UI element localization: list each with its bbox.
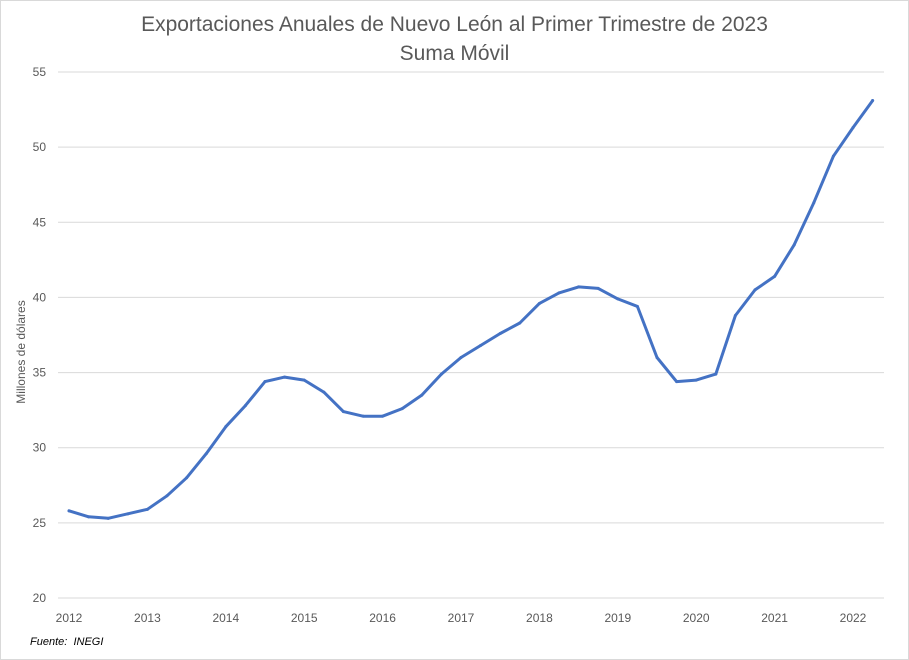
data-point — [243, 404, 247, 408]
data-point — [400, 407, 404, 411]
x-tick-label: 2016 — [369, 611, 396, 625]
chart-title-line1: Exportaciones Anuales de Nuevo León al P… — [141, 13, 768, 36]
source-value: INEGI — [73, 636, 104, 648]
data-point — [831, 154, 835, 158]
data-point — [106, 516, 110, 520]
chart-title: Exportaciones Anuales de Nuevo León al P… — [0, 10, 909, 68]
series-line-0 — [67, 99, 875, 520]
x-tick-label: 2012 — [56, 611, 83, 625]
data-point — [694, 378, 698, 382]
data-point — [145, 507, 149, 511]
data-point — [792, 243, 796, 247]
x-tick-label: 2020 — [683, 611, 710, 625]
x-tick-label: 2022 — [840, 611, 867, 625]
y-axis-ticks: 20 25 30 35 40 45 50 55 — [33, 65, 47, 605]
data-point — [596, 286, 600, 290]
series-layer — [67, 99, 875, 520]
x-tick-label: 2021 — [761, 611, 788, 625]
data-point — [498, 331, 502, 335]
data-point — [361, 414, 365, 418]
y-tick-label: 20 — [33, 591, 47, 605]
data-point — [479, 344, 483, 348]
data-point — [302, 378, 306, 382]
data-point — [185, 476, 189, 480]
data-point — [204, 452, 208, 456]
data-point — [283, 375, 287, 379]
y-axis-label: Millones de dólares — [14, 300, 28, 403]
x-tick-label: 2018 — [526, 611, 553, 625]
data-point — [87, 515, 91, 519]
data-point — [675, 380, 679, 384]
x-tick-label: 2017 — [448, 611, 475, 625]
data-point — [126, 512, 130, 516]
y-tick-label: 25 — [33, 516, 47, 530]
source-label: Fuente: — [30, 636, 68, 648]
y-tick-label: 40 — [33, 290, 47, 304]
data-point — [224, 425, 228, 429]
data-point — [714, 372, 718, 376]
data-point — [165, 494, 169, 498]
gridlines — [58, 71, 884, 599]
chart-subtitle: Suma Móvil — [399, 42, 510, 65]
y-tick-label: 50 — [33, 140, 47, 154]
data-point — [733, 313, 737, 317]
data-point — [851, 126, 855, 130]
data-point — [635, 304, 639, 308]
data-point — [322, 390, 326, 394]
data-point — [439, 372, 443, 376]
x-tick-label: 2019 — [604, 611, 631, 625]
data-point — [381, 414, 385, 418]
data-point — [871, 99, 875, 103]
data-point — [67, 509, 71, 513]
data-point — [459, 356, 463, 360]
data-point — [753, 288, 757, 292]
x-tick-label: 2015 — [291, 611, 318, 625]
x-tick-label: 2013 — [134, 611, 161, 625]
y-tick-label: 45 — [33, 215, 47, 229]
data-point — [616, 297, 620, 301]
x-tick-label: 2014 — [212, 611, 239, 625]
data-point — [420, 393, 424, 397]
data-point — [655, 356, 659, 360]
data-point — [537, 301, 541, 305]
x-axis-ticks: 2012 2013 2014 2015 2016 2017 2018 2019 2020 2021… — [56, 611, 867, 625]
y-tick-label: 30 — [33, 441, 47, 455]
data-point — [263, 380, 267, 384]
data-point — [557, 291, 561, 295]
data-point — [518, 321, 522, 325]
y-tick-label: 55 — [33, 65, 47, 79]
y-tick-label: 35 — [33, 366, 47, 380]
data-point — [341, 410, 345, 414]
data-point — [812, 201, 816, 205]
data-point — [577, 285, 581, 289]
data-point — [773, 274, 777, 278]
source-note: Fuente: INEGI — [30, 636, 103, 648]
